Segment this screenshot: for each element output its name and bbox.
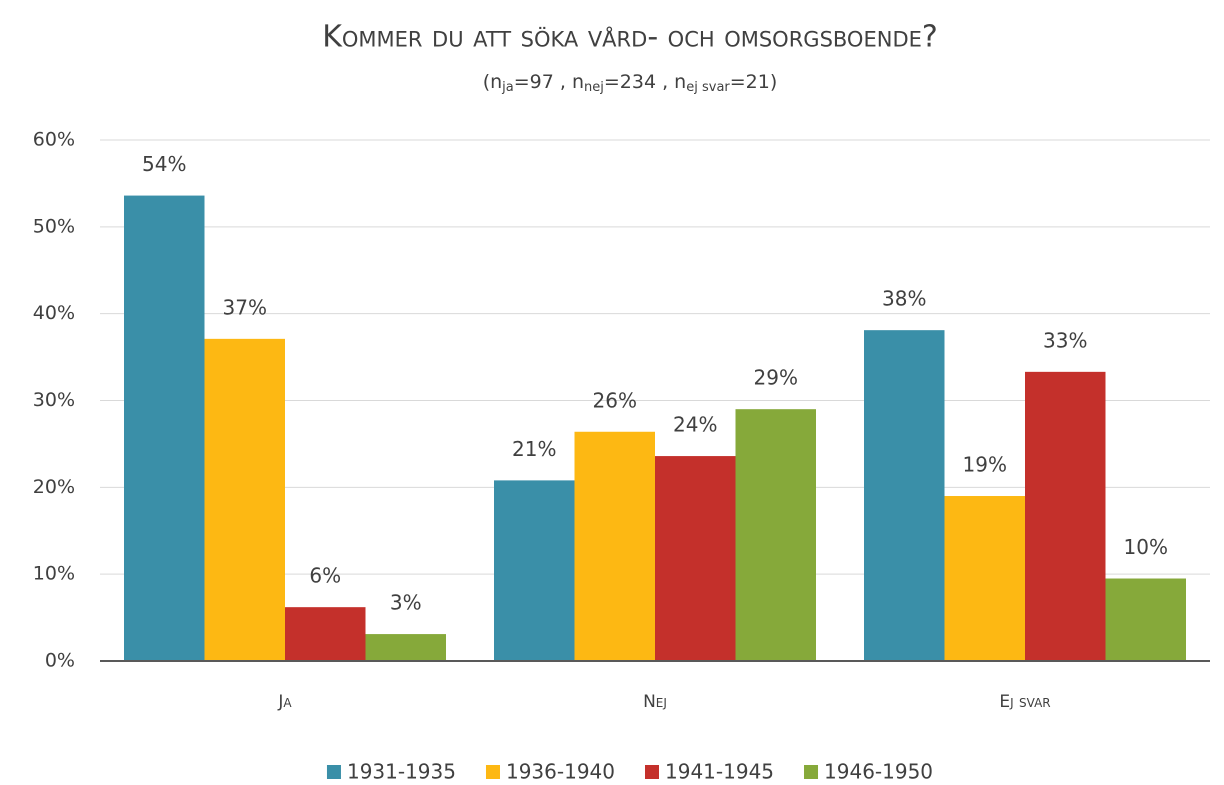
- chart-title: Kommer du att söka vård- och omsorgsboen…: [322, 20, 938, 55]
- value-label: 19%: [963, 453, 1007, 477]
- legend-label: 1936-1940: [506, 760, 615, 784]
- bar: [1105, 578, 1186, 661]
- x-tick-label: Nej: [643, 692, 667, 712]
- chart-subtitle: (nja=97 , nnej=234 , nej svar=21): [483, 71, 778, 95]
- legend-label: 1931-1935: [347, 760, 456, 784]
- y-tick-label: 30%: [33, 389, 75, 411]
- value-label: 33%: [1043, 328, 1087, 352]
- subtitle-part: =21): [730, 71, 778, 93]
- x-tick-label: Ja: [277, 692, 292, 712]
- bar: [285, 607, 366, 661]
- value-label: 24%: [673, 413, 717, 437]
- value-label: 37%: [223, 295, 267, 319]
- value-label: 54%: [142, 152, 186, 176]
- bar: [494, 480, 575, 661]
- subscript: ej svar: [686, 80, 730, 95]
- bar: [204, 338, 285, 661]
- value-label: 21%: [512, 437, 556, 461]
- y-tick-label: 20%: [33, 476, 75, 498]
- value-label: 38%: [882, 287, 926, 311]
- legend-swatch: [485, 765, 500, 779]
- legend-swatch: [326, 765, 341, 779]
- bar: [864, 330, 945, 661]
- subtitle-part: =97 , n: [514, 71, 584, 93]
- bar: [365, 634, 446, 661]
- value-label: 3%: [390, 591, 422, 615]
- y-tick-label: 40%: [33, 302, 75, 324]
- legend-label: 1941-1945: [665, 760, 774, 784]
- bar: [1025, 371, 1106, 661]
- legend-label: 1946-1950: [824, 760, 933, 784]
- subtitle-part: =234 , n: [604, 71, 686, 93]
- bar: [944, 496, 1025, 661]
- bar: [574, 431, 655, 661]
- y-tick-label: 60%: [33, 129, 75, 151]
- y-tick-label: 0%: [45, 650, 75, 672]
- legend-swatch: [804, 765, 819, 779]
- legend-swatch: [645, 765, 659, 779]
- subscript: ja: [501, 80, 514, 95]
- value-label: 26%: [593, 388, 637, 412]
- subtitle-part: (n: [483, 71, 502, 93]
- y-tick-label: 50%: [33, 215, 75, 237]
- value-label: 29%: [754, 366, 798, 390]
- value-label: 6%: [309, 564, 341, 588]
- bar: [735, 409, 816, 661]
- bar: [124, 195, 205, 661]
- bar: [655, 456, 736, 661]
- value-label: 10%: [1124, 535, 1168, 559]
- y-tick-label: 10%: [33, 563, 75, 585]
- legend: 1931-1935 1936-1940 1941-1945 1946-1950: [326, 760, 933, 784]
- x-tick-label: Ej svar: [999, 692, 1050, 712]
- subscript: nej: [584, 80, 604, 95]
